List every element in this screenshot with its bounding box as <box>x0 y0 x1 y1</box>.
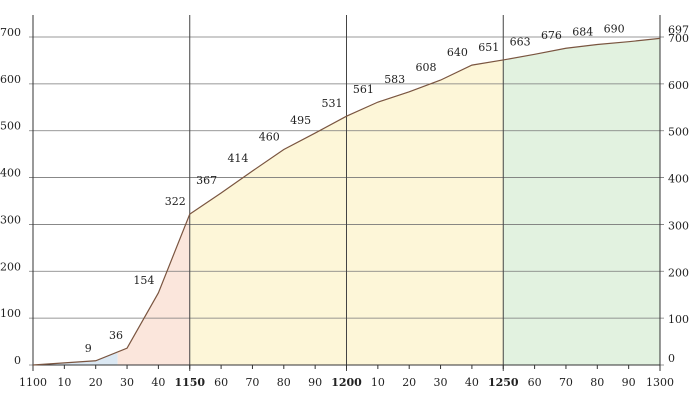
data-label: 583 <box>384 73 405 86</box>
data-label: 690 <box>604 23 625 36</box>
data-label: 9 <box>85 342 92 355</box>
x-tick-label: 30 <box>120 376 134 389</box>
y-tick-label: 600 <box>0 73 21 86</box>
y2-tick-label: 700 <box>668 32 689 45</box>
x-tick-label: 30 <box>434 376 448 389</box>
data-label: 36 <box>109 329 123 342</box>
area-line <box>32 37 661 366</box>
y2-tick-label: 400 <box>668 173 689 186</box>
x-tick-label: 1250 <box>488 376 519 389</box>
x-tick-label: 1150 <box>174 376 205 389</box>
x-tick-label: 20 <box>402 376 416 389</box>
data-label: 495 <box>290 114 311 127</box>
data-label: 561 <box>353 83 374 96</box>
data-label: 608 <box>416 61 437 74</box>
y-tick-label: 0 <box>14 354 21 367</box>
y-tick-label: 300 <box>0 213 21 226</box>
data-label: 460 <box>259 130 280 143</box>
x-tick-label: 10 <box>371 376 385 389</box>
x-tick-label: 80 <box>277 376 291 389</box>
x-tick-label: 40 <box>465 376 479 389</box>
x-tick-label: 1300 <box>646 376 674 389</box>
data-label: 651 <box>478 41 499 54</box>
data-label: 322 <box>165 195 186 208</box>
x-tick-label: 1200 <box>331 376 362 389</box>
x-tick-label: 10 <box>57 376 71 389</box>
data-label: 676 <box>541 29 562 42</box>
x-tick-label: 20 <box>89 376 103 389</box>
data-label: 663 <box>510 35 531 48</box>
x-tick-label: 80 <box>590 376 604 389</box>
y2-tick-label: 300 <box>668 219 689 232</box>
y-tick-label: 400 <box>0 167 21 180</box>
x-tick-label: 90 <box>622 376 636 389</box>
x-tick-label: 40 <box>151 376 165 389</box>
x-tick-label: 70 <box>559 376 573 389</box>
band <box>503 38 660 365</box>
data-label: 684 <box>572 25 593 38</box>
y-tick-label: 200 <box>0 260 21 273</box>
y2-tick-label: 500 <box>668 126 689 139</box>
y-tick-label: 500 <box>0 120 21 133</box>
data-label: 640 <box>447 46 468 59</box>
data-label: 367 <box>196 174 217 187</box>
data-label: 154 <box>133 274 154 287</box>
y2-tick-label: 600 <box>668 79 689 92</box>
x-tick-label: 90 <box>308 376 322 389</box>
x-tick-label: 70 <box>245 376 259 389</box>
x-tick-label: 60 <box>214 376 228 389</box>
y2-tick-label: 100 <box>668 313 689 326</box>
y-tick-label: 100 <box>0 307 21 320</box>
data-label: 697 <box>668 23 689 36</box>
x-tick-label: 60 <box>528 376 542 389</box>
y2-tick-label: 200 <box>668 266 689 279</box>
y2-tick-label: 0 <box>668 352 675 365</box>
data-label: 531 <box>322 97 343 110</box>
band <box>33 38 118 365</box>
x-tick-label: 1100 <box>19 376 47 389</box>
y-tick-label: 700 <box>0 26 21 39</box>
data-label: 414 <box>227 152 248 165</box>
